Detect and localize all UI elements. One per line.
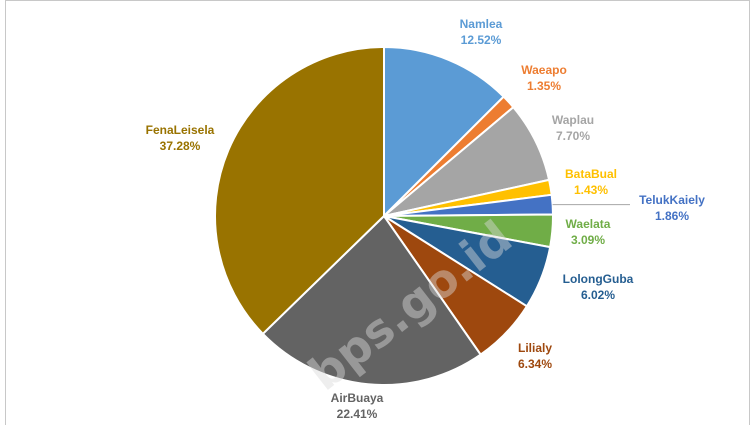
slice-name-airbuaya: AirBuaya	[331, 391, 384, 405]
pie-slices	[214, 45, 554, 386]
slice-name-fenaleisela: FenaLeisela	[146, 123, 215, 137]
slice-airbuaya	[261, 214, 483, 386]
slice-name-waplau: Waplau	[552, 113, 594, 127]
slice-name-waelata: Waelata	[566, 217, 611, 231]
slice-name-waeapo: Waeapo	[521, 63, 567, 77]
slice-name-lolongguba: LolongGuba	[563, 272, 634, 286]
slice-name-telukkaiely: TelukKaiely	[639, 193, 705, 207]
slice-namlea	[383, 45, 506, 219]
slice-value-lolongguba: 6.02%	[581, 288, 615, 302]
slice-value-telukkaiely: 1.86%	[655, 209, 689, 223]
pie-labels: Namlea 12.52% Waeapo 1.35% Waplau 7.70% BataBu…	[146, 17, 706, 421]
slice-value-waplau: 7.70%	[556, 129, 590, 143]
slice-value-namlea: 12.52%	[461, 33, 502, 47]
slice-name-batabual: BataBual	[565, 167, 617, 181]
slice-value-lilialy: 6.34%	[518, 357, 552, 371]
slice-value-waelata: 3.09%	[571, 233, 605, 247]
slice-value-batabual: 1.43%	[574, 183, 608, 197]
slice-value-fenaleisela: 37.28%	[160, 139, 201, 153]
slice-name-lilialy: Lilialy	[518, 341, 552, 355]
slice-fenaleisela	[214, 45, 385, 336]
slice-value-waeapo: 1.35%	[527, 79, 561, 93]
slice-value-airbuaya: 22.41%	[337, 407, 378, 421]
slice-name-namlea: Namlea	[460, 17, 503, 31]
